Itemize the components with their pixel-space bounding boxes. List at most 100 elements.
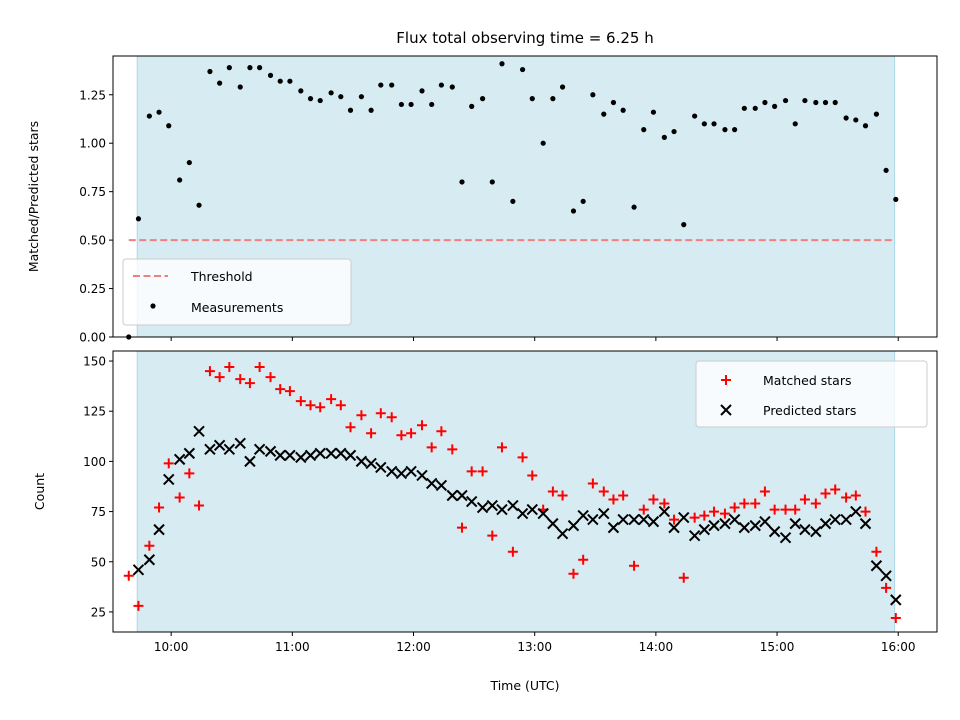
data-point bbox=[529, 96, 535, 102]
data-point bbox=[436, 426, 447, 437]
data-point bbox=[881, 582, 892, 593]
data-point bbox=[257, 65, 263, 71]
data-point bbox=[295, 451, 307, 464]
data-point bbox=[883, 167, 889, 173]
data-point bbox=[237, 84, 243, 90]
data-point bbox=[598, 486, 609, 497]
data-point bbox=[610, 99, 617, 106]
data-point bbox=[570, 208, 577, 214]
data-point bbox=[799, 494, 810, 505]
data-point bbox=[459, 179, 465, 185]
data-point bbox=[328, 90, 334, 96]
data-point bbox=[648, 494, 659, 505]
data-point bbox=[365, 457, 377, 470]
data-point bbox=[416, 469, 428, 482]
data-point bbox=[435, 479, 448, 492]
legend-predicted-swatch bbox=[720, 404, 732, 416]
x-tick-label: 14:00 bbox=[639, 640, 674, 654]
data-point bbox=[223, 443, 236, 456]
data-point bbox=[608, 494, 619, 505]
data-point bbox=[681, 222, 687, 228]
data-point bbox=[264, 445, 277, 458]
data-point bbox=[822, 99, 829, 106]
data-point bbox=[638, 513, 650, 526]
data-point bbox=[540, 140, 546, 146]
data-point bbox=[790, 504, 801, 515]
data-point bbox=[406, 428, 417, 439]
data-point bbox=[739, 498, 750, 509]
data-point bbox=[133, 600, 144, 611]
data-point bbox=[802, 97, 808, 104]
data-point bbox=[204, 366, 215, 377]
data-point bbox=[860, 506, 871, 517]
data-point bbox=[466, 466, 477, 477]
data-point bbox=[722, 127, 728, 133]
data-point bbox=[193, 425, 205, 437]
data-point bbox=[830, 484, 841, 495]
data-point bbox=[213, 439, 226, 452]
data-point bbox=[265, 372, 276, 383]
data-point bbox=[144, 540, 155, 551]
data-point bbox=[871, 546, 882, 557]
data-point bbox=[429, 101, 435, 108]
data-point bbox=[123, 570, 134, 581]
data-point bbox=[469, 103, 475, 109]
data-point bbox=[568, 568, 579, 579]
data-point bbox=[204, 443, 216, 456]
y-tick-label: 150 bbox=[83, 355, 106, 369]
data-point bbox=[647, 515, 660, 528]
data-point bbox=[638, 504, 649, 515]
data-point bbox=[841, 492, 852, 503]
data-point bbox=[658, 505, 671, 518]
data-point bbox=[829, 513, 841, 526]
data-point bbox=[507, 546, 518, 557]
data-point bbox=[577, 509, 589, 522]
data-point bbox=[820, 488, 831, 499]
y-tick-label: 125 bbox=[83, 405, 106, 419]
data-point bbox=[146, 113, 152, 119]
ratio-panel: 0.00 0.25 0.50 0.75 1.00 1.25 Matched/Predicte… bbox=[26, 55, 938, 345]
data-point bbox=[671, 128, 677, 135]
data-point bbox=[587, 478, 598, 489]
data-point bbox=[326, 394, 337, 405]
data-point bbox=[307, 96, 314, 102]
data-point bbox=[850, 505, 862, 518]
data-point bbox=[253, 443, 266, 456]
data-point bbox=[244, 378, 255, 389]
data-point bbox=[275, 384, 286, 395]
series-predicted-stars bbox=[132, 425, 902, 606]
data-point bbox=[850, 490, 861, 501]
y-tick-label: 25 bbox=[91, 605, 106, 619]
data-point bbox=[699, 510, 710, 521]
data-point bbox=[317, 97, 323, 104]
data-point bbox=[417, 420, 427, 431]
data-point bbox=[587, 513, 599, 526]
data-point bbox=[287, 78, 293, 84]
data-point bbox=[769, 504, 780, 515]
data-point bbox=[598, 507, 610, 520]
data-point bbox=[799, 523, 811, 536]
data-point bbox=[304, 449, 317, 462]
data-point bbox=[840, 513, 852, 526]
data-point bbox=[832, 99, 838, 106]
chart-title: Flux total observing time = 6.25 h bbox=[396, 29, 653, 47]
data-point bbox=[277, 78, 283, 84]
data-point bbox=[620, 107, 626, 113]
series-measurements bbox=[126, 61, 899, 340]
y-axis-label: Matched/Predicted stars bbox=[26, 121, 41, 272]
data-point bbox=[890, 612, 901, 623]
data-point bbox=[405, 465, 417, 478]
data-point bbox=[880, 570, 892, 582]
data-point bbox=[395, 467, 408, 480]
data-point bbox=[810, 525, 822, 538]
data-point bbox=[496, 503, 508, 516]
data-point bbox=[843, 115, 849, 121]
data-point bbox=[366, 428, 377, 439]
y-tick-label: 1.00 bbox=[79, 137, 106, 151]
data-point bbox=[618, 490, 629, 501]
data-point bbox=[762, 99, 768, 106]
data-point bbox=[358, 94, 365, 100]
data-point bbox=[789, 517, 801, 530]
data-point bbox=[132, 564, 145, 576]
